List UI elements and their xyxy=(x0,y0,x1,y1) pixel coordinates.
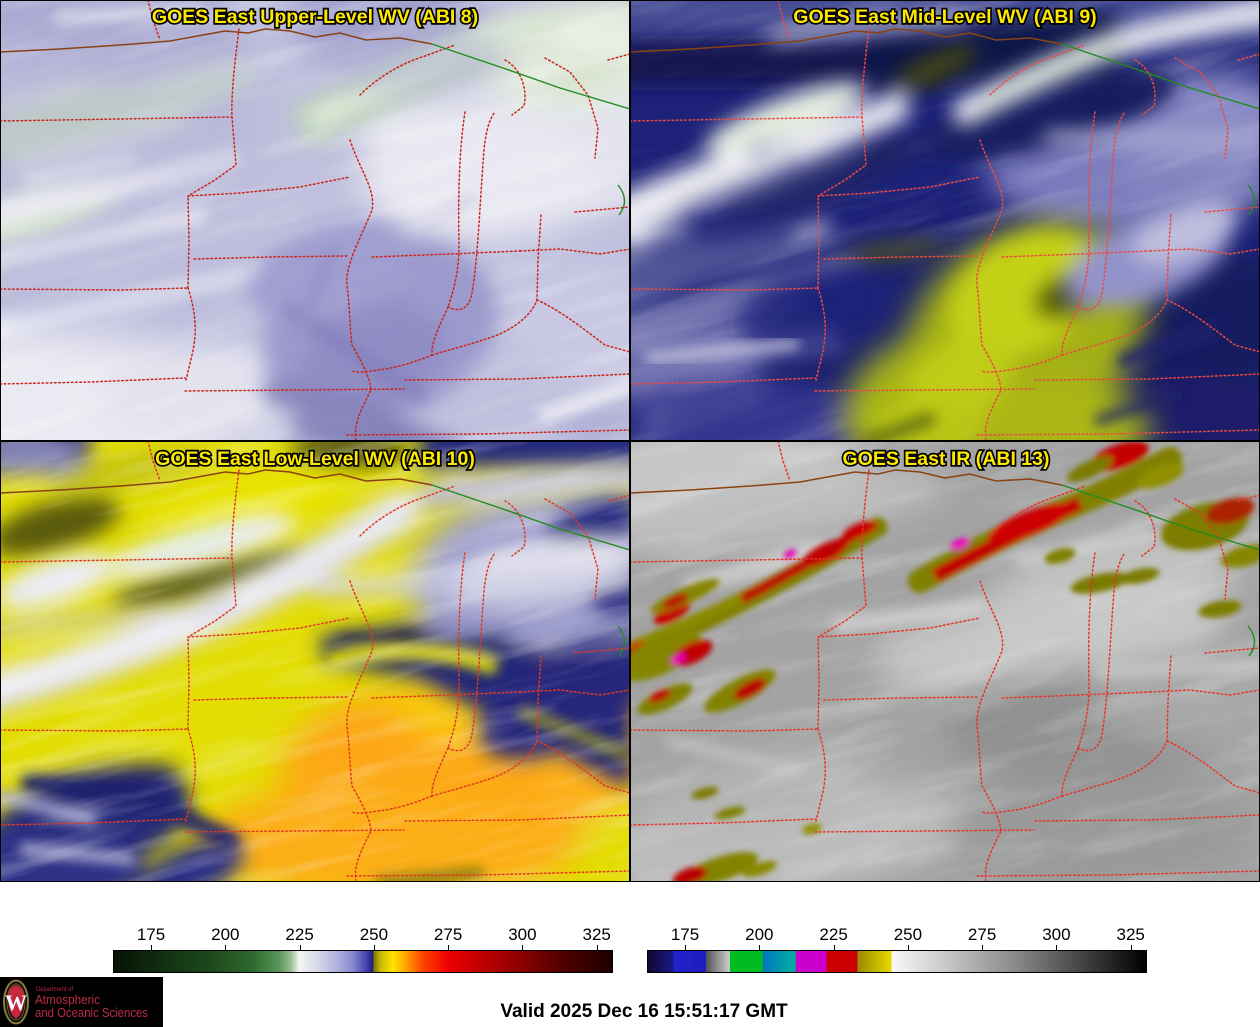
svg-text:and Oceanic Sciences: and Oceanic Sciences xyxy=(35,1006,148,1020)
svg-text:GOES East Low-Level WV (ABI 10: GOES East Low-Level WV (ABI 10) xyxy=(155,448,475,470)
svg-text:Department of: Department of xyxy=(36,987,73,993)
svg-text:GOES East Upper-Level WV (ABI: GOES East Upper-Level WV (ABI 8) xyxy=(152,6,478,28)
svg-text:W: W xyxy=(5,990,27,1015)
svg-text:GOES East IR (ABI 13): GOES East IR (ABI 13) xyxy=(843,448,1050,470)
svg-text:GOES East Mid-Level WV (ABI 9): GOES East Mid-Level WV (ABI 9) xyxy=(793,6,1096,28)
svg-text:Atmospheric: Atmospheric xyxy=(35,993,100,1007)
